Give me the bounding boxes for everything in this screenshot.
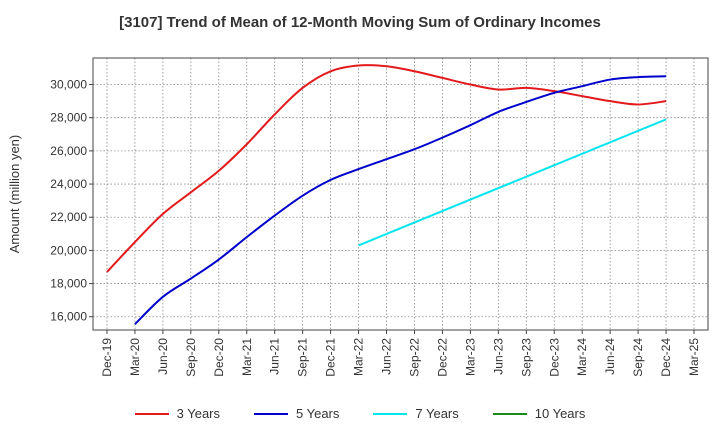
legend-item-5-years: 5 Years bbox=[254, 406, 339, 421]
legend-swatch bbox=[373, 412, 408, 415]
x-tick-label: Dec-22 bbox=[435, 338, 449, 377]
y-tick-label: 30,000 bbox=[50, 78, 87, 92]
legend-swatch bbox=[134, 412, 169, 415]
x-tick-label: Dec-24 bbox=[659, 338, 673, 377]
x-tick-label: Sep-23 bbox=[519, 338, 533, 377]
y-axis-label: Amount (million yen) bbox=[7, 135, 22, 254]
x-tick-label: Dec-20 bbox=[212, 338, 226, 377]
x-tick-label: Jun-22 bbox=[380, 338, 394, 375]
x-tick-label: Dec-19 bbox=[100, 338, 114, 377]
legend-swatch bbox=[254, 412, 288, 415]
x-tick-label: Sep-20 bbox=[184, 338, 198, 377]
x-tick-label: Mar-22 bbox=[352, 338, 366, 376]
x-tick-label: Sep-21 bbox=[296, 338, 310, 377]
x-tick-label: Mar-20 bbox=[128, 338, 142, 376]
y-tick-label: 22,000 bbox=[50, 210, 87, 224]
legend-item-7-years: 7 Years bbox=[373, 406, 459, 421]
chart-legend: 3 Years 5 Years 7 Years 10 Years bbox=[0, 406, 720, 421]
y-tick-label: 16,000 bbox=[50, 310, 87, 324]
legend-label: 7 Years bbox=[415, 406, 459, 421]
legend-label: 3 Years bbox=[176, 406, 220, 421]
x-tick-label: Mar-24 bbox=[575, 338, 589, 376]
legend-item-10-years: 10 Years bbox=[492, 406, 586, 421]
plot-frame bbox=[92, 57, 709, 331]
legend-item-3-years: 3 Years bbox=[134, 406, 220, 421]
x-tick-label: Jun-21 bbox=[268, 338, 282, 375]
x-tick-label: Jun-24 bbox=[603, 338, 617, 375]
x-tick-label: Jun-23 bbox=[491, 338, 505, 375]
y-tick-label: 26,000 bbox=[50, 144, 87, 158]
legend-label: 10 Years bbox=[534, 406, 586, 421]
series-line-7-years bbox=[358, 118, 667, 247]
series-line-5-years bbox=[134, 75, 667, 325]
x-tick-label: Mar-25 bbox=[687, 338, 701, 376]
y-tick-label: 18,000 bbox=[50, 277, 87, 291]
x-tick-label: Mar-21 bbox=[240, 338, 254, 376]
series-line-3-years bbox=[106, 64, 667, 273]
x-tick-label: Mar-23 bbox=[463, 338, 477, 376]
x-tick-label: Sep-22 bbox=[407, 338, 421, 377]
y-tick-label: 28,000 bbox=[50, 111, 87, 125]
x-tick-label: Dec-23 bbox=[547, 338, 561, 377]
x-tick-label: Sep-24 bbox=[631, 338, 645, 377]
chart-title: [3107] Trend of Mean of 12-Month Moving … bbox=[119, 14, 601, 31]
legend-swatch bbox=[492, 412, 527, 415]
y-tick-label: 24,000 bbox=[50, 177, 87, 191]
x-tick-label: Dec-21 bbox=[324, 338, 338, 377]
y-tick-label: 20,000 bbox=[50, 243, 87, 257]
legend-label: 5 Years bbox=[296, 406, 340, 421]
x-tick-label: Jun-20 bbox=[156, 338, 170, 375]
